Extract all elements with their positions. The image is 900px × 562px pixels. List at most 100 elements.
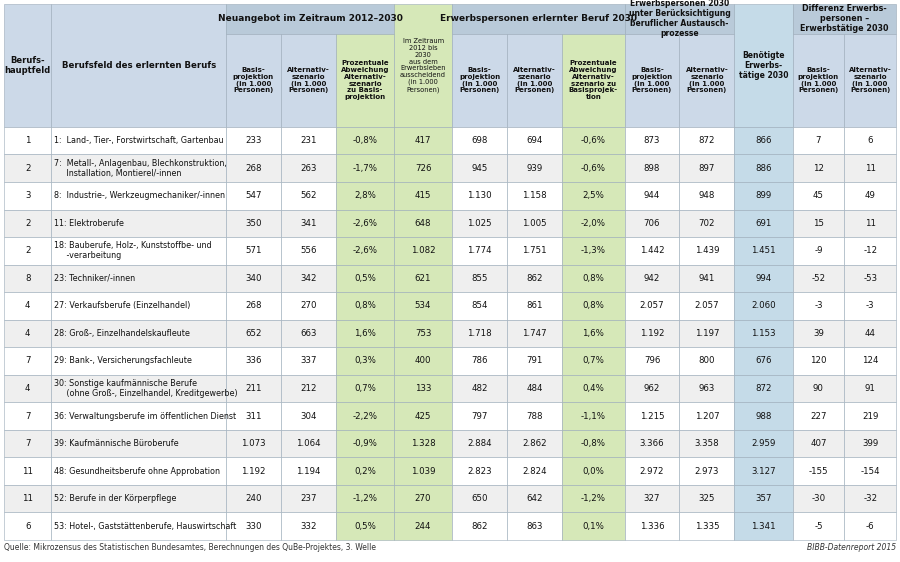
Text: 6: 6 bbox=[25, 522, 31, 531]
Text: -2,0%: -2,0% bbox=[580, 219, 606, 228]
Bar bbox=[226, 292, 281, 320]
Bar bbox=[793, 513, 844, 540]
Bar bbox=[844, 155, 896, 182]
Text: Alternativ-
szenario
(in 1.000
Personen): Alternativ- szenario (in 1.000 Personen) bbox=[513, 67, 556, 93]
Text: 1.039: 1.039 bbox=[410, 466, 436, 475]
Text: -32: -32 bbox=[863, 494, 878, 503]
Text: 45: 45 bbox=[813, 191, 824, 200]
Bar bbox=[793, 402, 844, 430]
Bar bbox=[734, 485, 793, 513]
Bar bbox=[51, 402, 226, 430]
Text: 562: 562 bbox=[300, 191, 317, 200]
Text: 219: 219 bbox=[862, 411, 878, 420]
Bar bbox=[226, 347, 281, 375]
Text: 0,1%: 0,1% bbox=[582, 522, 604, 531]
Bar bbox=[507, 155, 562, 182]
Text: 855: 855 bbox=[472, 274, 488, 283]
Text: 2.862: 2.862 bbox=[522, 439, 547, 448]
Text: 6: 6 bbox=[868, 136, 873, 145]
Bar bbox=[336, 347, 394, 375]
Bar bbox=[562, 402, 625, 430]
Text: 1.064: 1.064 bbox=[296, 439, 320, 448]
Text: 304: 304 bbox=[300, 411, 317, 420]
Text: 23: Techniker/-innen: 23: Techniker/-innen bbox=[54, 274, 136, 283]
Text: 49: 49 bbox=[865, 191, 876, 200]
Bar bbox=[625, 402, 680, 430]
Bar bbox=[562, 265, 625, 292]
Text: 652: 652 bbox=[245, 329, 262, 338]
Text: 1.005: 1.005 bbox=[522, 219, 547, 228]
Text: 702: 702 bbox=[698, 219, 716, 228]
Text: 0,8%: 0,8% bbox=[582, 301, 604, 310]
Bar bbox=[625, 430, 680, 457]
Bar bbox=[793, 292, 844, 320]
Text: 11: 11 bbox=[22, 494, 33, 503]
Text: 30: Sonstige kaufmännische Berufe
     (ohne Groß-, Einzelhandel, Kreditgewerbe): 30: Sonstige kaufmännische Berufe (ohne … bbox=[54, 379, 238, 398]
Text: 325: 325 bbox=[698, 494, 716, 503]
Text: 341: 341 bbox=[300, 219, 317, 228]
Bar bbox=[680, 513, 734, 540]
Text: -2,6%: -2,6% bbox=[353, 219, 377, 228]
Text: -1,2%: -1,2% bbox=[580, 494, 606, 503]
Text: 854: 854 bbox=[472, 301, 488, 310]
Text: -0,8%: -0,8% bbox=[580, 439, 606, 448]
Bar bbox=[4, 210, 51, 237]
Bar bbox=[680, 347, 734, 375]
Text: 44: 44 bbox=[865, 329, 876, 338]
Bar bbox=[734, 513, 793, 540]
Bar bbox=[452, 210, 507, 237]
Bar bbox=[507, 292, 562, 320]
Text: 872: 872 bbox=[698, 136, 716, 145]
Bar bbox=[844, 127, 896, 155]
Bar bbox=[336, 402, 394, 430]
Bar bbox=[625, 210, 680, 237]
Bar bbox=[281, 182, 336, 210]
Text: 11: 11 bbox=[22, 466, 33, 475]
Text: Erwerbspersonen 2030
unter Berücksichtigung
beruflicher Austausch-
prozesse: Erwerbspersonen 2030 unter Berücksichtig… bbox=[628, 0, 730, 38]
Bar bbox=[793, 155, 844, 182]
Bar bbox=[452, 4, 625, 34]
Bar bbox=[452, 34, 507, 127]
Text: 0,7%: 0,7% bbox=[354, 384, 376, 393]
Bar bbox=[226, 34, 281, 127]
Text: 12: 12 bbox=[813, 164, 824, 173]
Bar bbox=[452, 265, 507, 292]
Bar bbox=[844, 485, 896, 513]
Bar bbox=[336, 292, 394, 320]
Text: 1.192: 1.192 bbox=[640, 329, 664, 338]
Text: 133: 133 bbox=[415, 384, 431, 393]
Text: 898: 898 bbox=[644, 164, 661, 173]
Text: 39: 39 bbox=[813, 329, 824, 338]
Bar bbox=[844, 457, 896, 485]
Text: 332: 332 bbox=[300, 522, 317, 531]
Text: 0,5%: 0,5% bbox=[354, 522, 376, 531]
Text: Benötigte
Erwerbs-
tätige 2030: Benötigte Erwerbs- tätige 2030 bbox=[739, 51, 788, 80]
Bar bbox=[394, 430, 452, 457]
Text: 1.328: 1.328 bbox=[410, 439, 436, 448]
Text: 270: 270 bbox=[415, 494, 431, 503]
Bar bbox=[336, 430, 394, 457]
Bar bbox=[226, 4, 394, 34]
Bar bbox=[625, 127, 680, 155]
Text: 263: 263 bbox=[300, 164, 317, 173]
Text: 663: 663 bbox=[300, 329, 317, 338]
Text: Neuangebot im Zeitraum 2012–2030: Neuangebot im Zeitraum 2012–2030 bbox=[218, 14, 402, 24]
Text: 336: 336 bbox=[245, 356, 262, 365]
Text: 7: 7 bbox=[25, 439, 31, 448]
Bar bbox=[562, 513, 625, 540]
Text: 327: 327 bbox=[644, 494, 661, 503]
Bar bbox=[51, 4, 226, 127]
Bar bbox=[793, 237, 844, 265]
Text: -53: -53 bbox=[863, 274, 878, 283]
Bar bbox=[281, 375, 336, 402]
Text: Berufsfeld des erlernten Berufs: Berufsfeld des erlernten Berufs bbox=[61, 61, 216, 70]
Text: 11: 11 bbox=[865, 164, 876, 173]
Text: 706: 706 bbox=[644, 219, 661, 228]
Bar bbox=[625, 485, 680, 513]
Text: 244: 244 bbox=[415, 522, 431, 531]
Bar bbox=[680, 34, 734, 127]
Bar bbox=[4, 182, 51, 210]
Text: 0,4%: 0,4% bbox=[582, 384, 604, 393]
Text: 7:  Metall-, Anlagenbau, Blechkonstruktion,
     Installation, Montierel/-innen: 7: Metall-, Anlagenbau, Blechkonstruktio… bbox=[54, 158, 227, 178]
Text: Alternativ-
szenario
(in 1.000
Personen): Alternativ- szenario (in 1.000 Personen) bbox=[686, 67, 728, 93]
